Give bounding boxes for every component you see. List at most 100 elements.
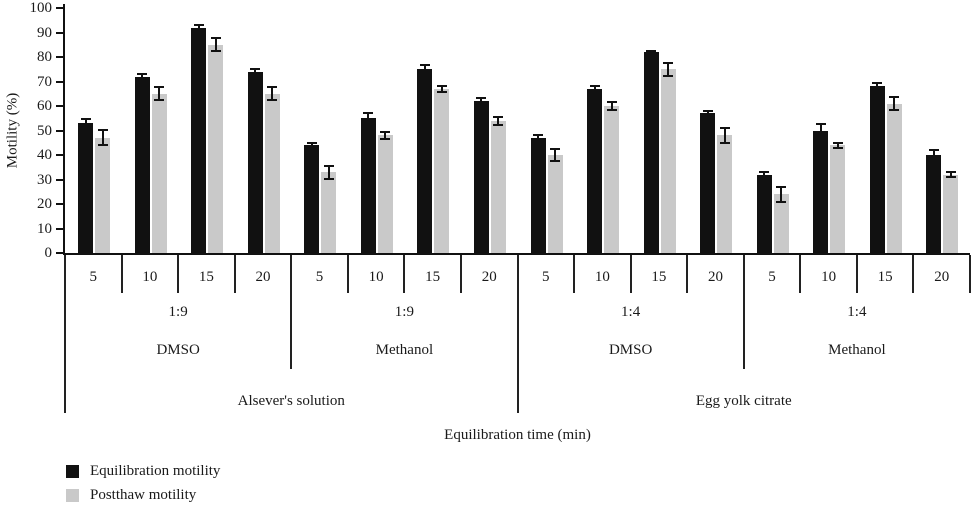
y-tick	[56, 203, 63, 205]
y-tick-label: 50	[37, 122, 52, 139]
error-bar-line	[836, 141, 839, 149]
y-tick-label: 70	[37, 73, 52, 90]
error-bar-line	[84, 118, 87, 129]
error-bar-cap	[832, 146, 843, 149]
legend-swatch-black	[66, 464, 79, 478]
y-tick-label: 90	[37, 24, 52, 41]
error-bar-cap	[815, 123, 826, 126]
error-bar-line	[780, 185, 783, 203]
group-separator	[290, 255, 293, 369]
solution-label: Alsever's solution	[237, 393, 345, 409]
bar-postthaw	[886, 103, 902, 253]
bar-equilibration	[247, 71, 263, 253]
error-bar-cap	[646, 52, 657, 55]
cryoprotectant-label: DMSO	[156, 342, 200, 358]
cryoprotectant-label: DMSO	[608, 342, 653, 358]
group-separator	[969, 255, 971, 293]
error-bar-cap	[719, 126, 730, 129]
error-bar-line	[480, 97, 483, 105]
bar-equilibration	[473, 101, 489, 253]
error-bar-cap	[419, 64, 430, 67]
time-label: 5	[89, 269, 98, 285]
bar-equilibration	[643, 52, 659, 253]
y-tick	[56, 252, 63, 254]
error-bar-line	[949, 170, 952, 179]
time-tick	[233, 255, 236, 293]
time-tick	[686, 255, 689, 293]
bar-postthaw	[660, 69, 676, 253]
y-tick	[56, 31, 63, 34]
error-bar-cap	[306, 146, 317, 149]
legend: Equilibration motility Postthaw motility	[66, 459, 220, 507]
error-bar-cap	[872, 89, 883, 92]
x-axis	[63, 253, 970, 255]
group-separator	[742, 255, 745, 369]
error-bar-line	[593, 85, 596, 93]
error-bar-cap	[663, 74, 674, 77]
error-bar-cap	[493, 115, 504, 118]
legend-item-equilibration: Equilibration motility	[66, 459, 220, 483]
time-tick	[799, 255, 802, 293]
bar-postthaw	[434, 88, 450, 253]
error-bar-line	[423, 64, 426, 75]
legend-swatch-gray	[66, 488, 79, 502]
y-tick-label: 100	[29, 0, 53, 16]
error-bar-line	[554, 147, 556, 163]
y-tick	[56, 105, 63, 107]
time-label: 10	[142, 269, 158, 285]
error-bar-line	[706, 109, 709, 118]
y-tick	[56, 154, 63, 156]
error-bar-cap	[719, 141, 730, 144]
error-bar-cap	[533, 134, 543, 137]
error-bar-line	[537, 134, 539, 142]
error-bar-line	[610, 101, 613, 111]
time-tick	[459, 255, 462, 293]
error-bar-line	[141, 72, 144, 81]
error-bar-cap	[945, 170, 956, 173]
error-bar-cap	[928, 159, 939, 162]
error-bar-cap	[419, 72, 430, 75]
y-tick-label: 40	[37, 147, 52, 163]
error-bar-cap	[323, 164, 334, 167]
error-bar-cap	[832, 141, 843, 144]
time-tick	[346, 255, 349, 293]
error-bar-cap	[493, 123, 504, 126]
y-tick	[56, 178, 63, 181]
time-tick	[912, 255, 915, 293]
error-bar-cap	[476, 102, 487, 105]
bar-postthaw	[95, 137, 110, 253]
bar-postthaw	[490, 120, 506, 253]
time-label: 20	[255, 269, 271, 285]
bar-equilibration	[869, 86, 885, 253]
error-bar-cap	[663, 61, 674, 64]
y-tick	[56, 56, 63, 58]
error-bar-cap	[80, 126, 91, 129]
error-bar-cap	[589, 90, 600, 93]
error-bar-cap	[589, 85, 600, 88]
x-axis-title: Equilibration time (min)	[444, 427, 591, 443]
error-bar-cap	[363, 112, 374, 115]
time-label: 20	[934, 269, 950, 285]
legend-label: Equilibration motility	[90, 463, 221, 479]
bar-postthaw	[547, 155, 563, 253]
time-label: 15	[198, 269, 214, 285]
error-bar-cap	[928, 148, 939, 151]
error-bar-cap	[606, 108, 617, 111]
error-bar-cap	[323, 177, 334, 180]
error-bar-line	[101, 129, 104, 147]
bar-equilibration	[813, 130, 829, 253]
error-bar-line	[367, 112, 370, 125]
time-label: 10	[368, 269, 384, 285]
time-tick	[573, 255, 576, 293]
time-label: 5	[768, 269, 776, 285]
error-bar-cap	[380, 130, 391, 133]
error-bar-cap	[533, 139, 543, 142]
bar-postthaw	[773, 194, 789, 253]
error-bar-cap	[550, 160, 560, 163]
error-bar-cap	[154, 99, 165, 102]
error-bar-cap	[154, 86, 165, 89]
error-bar-line	[310, 141, 313, 149]
error-bar-line	[197, 23, 200, 32]
bar-equilibration	[530, 137, 546, 253]
bar-equilibration	[360, 118, 376, 253]
